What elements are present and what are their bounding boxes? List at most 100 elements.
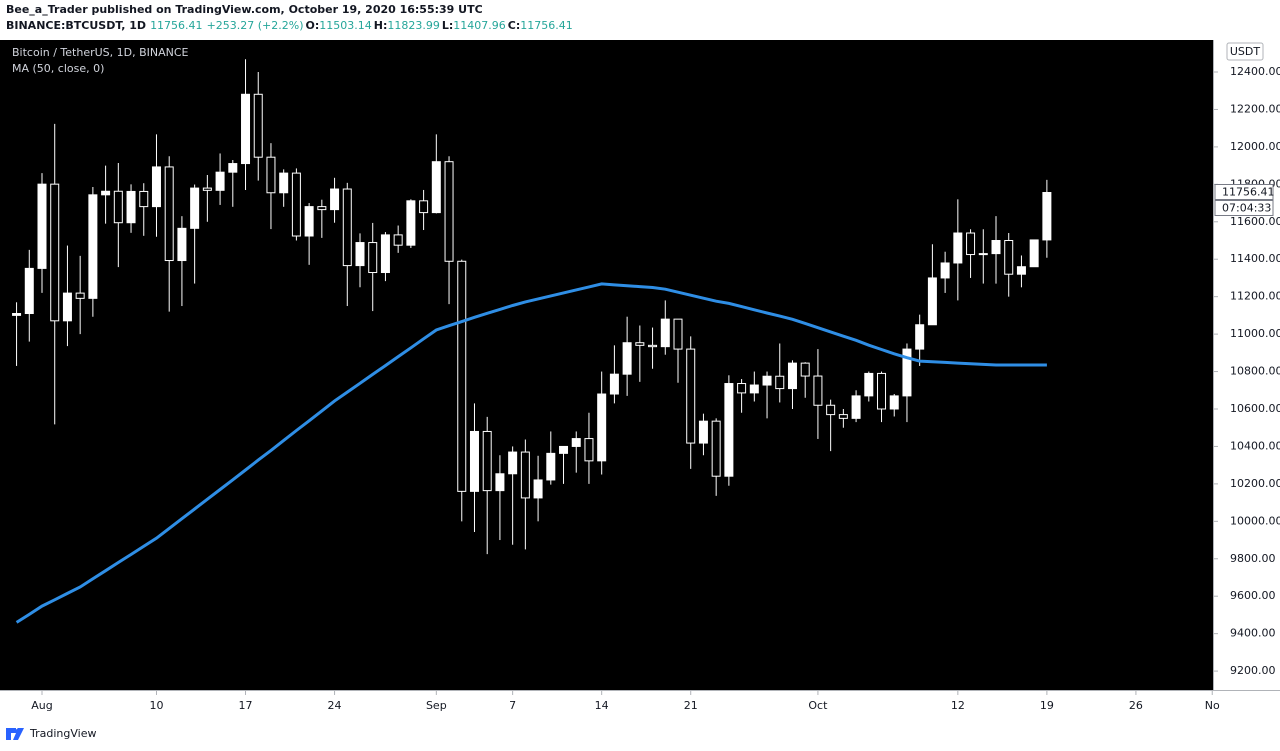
publisher: Bee_a_Trader published on TradingView.co… <box>6 3 483 16</box>
candle-body <box>190 187 200 229</box>
candle-body <box>228 163 238 173</box>
ohlc-value: 11756.41 <box>520 19 573 32</box>
candle-body <box>927 277 937 326</box>
symbol-line: BINANCE:BTCUSDT, 1D 11756.41 +253.27 (+2.2… <box>6 19 573 32</box>
candle-body <box>877 372 887 410</box>
y-tick-label: 9600.00 <box>1230 589 1276 602</box>
candle-body <box>597 393 607 462</box>
candle-body <box>330 188 340 211</box>
candle-body <box>368 242 378 274</box>
candle-body <box>800 362 810 377</box>
candle-body <box>635 342 645 346</box>
candle-body <box>495 473 505 492</box>
candle-body <box>724 383 734 477</box>
candle-body <box>915 324 925 350</box>
y-tick-label: 10000.00 <box>1230 514 1280 527</box>
ohlc-label: O: <box>306 19 320 32</box>
candle-body <box>126 190 136 224</box>
x-tick-label: 14 <box>595 699 609 712</box>
y-tick-label: 11600.00 <box>1230 215 1280 228</box>
countdown: 07:04:33 <box>1222 202 1271 215</box>
candle-body <box>571 438 581 447</box>
y-tick-label: 12400.00 <box>1230 65 1280 78</box>
x-tick-label: 17 <box>239 699 253 712</box>
ohlc-value: 11823.99 <box>387 19 440 32</box>
candle-body <box>622 342 632 375</box>
candle-body <box>584 438 594 462</box>
x-tick-label: No <box>1205 699 1220 712</box>
candle-body <box>559 445 569 454</box>
candle-body <box>202 187 212 191</box>
x-tick-label: 24 <box>328 699 342 712</box>
candle-body <box>660 318 670 348</box>
currency: USDT <box>1230 45 1261 58</box>
candle-body <box>215 171 225 191</box>
candle-body <box>978 253 988 256</box>
candle-body <box>698 420 708 444</box>
y-tick-label: 11400.00 <box>1230 252 1280 265</box>
candle-body <box>648 344 658 348</box>
ohlc-value: 11503.14 <box>319 19 372 32</box>
candle-body <box>469 430 479 492</box>
candle-body <box>406 200 416 246</box>
chart-title: Bitcoin / TetherUS, 1D, BINANCE <box>12 46 189 59</box>
candle-body <box>164 166 174 262</box>
candle-body <box>1016 266 1026 275</box>
candle-body <box>444 161 454 262</box>
candle-body <box>279 172 289 194</box>
brand-logo <box>6 728 24 740</box>
candle-body <box>533 479 543 499</box>
candle-body <box>139 190 149 208</box>
candle-body <box>609 373 619 395</box>
ohlc-value: 11407.96 <box>453 19 506 32</box>
candle-body <box>1042 192 1052 241</box>
countdown-box <box>1214 200 1274 217</box>
candle-body <box>1029 239 1039 268</box>
candle-body <box>355 242 365 267</box>
x-tick-label: 12 <box>951 699 965 712</box>
candle-body <box>101 190 111 196</box>
x-tick-label: 10 <box>149 699 163 712</box>
candle-body <box>737 383 747 394</box>
candle-body <box>75 292 85 299</box>
candle-body <box>508 451 518 475</box>
currency-box[interactable] <box>1226 42 1264 61</box>
candle-body <box>24 267 34 315</box>
y-tick-label: 9800.00 <box>1230 552 1276 565</box>
y-tick-label: 10200.00 <box>1230 477 1280 490</box>
candle-body <box>991 240 1001 255</box>
candle-body <box>851 395 861 419</box>
candle-body <box>241 93 251 165</box>
x-tick-label: 26 <box>1129 699 1143 712</box>
x-tick-label: 7 <box>509 699 516 712</box>
y-tick-label: 9400.00 <box>1230 627 1276 640</box>
candle-body <box>966 232 976 256</box>
y-tick-label: 11200.00 <box>1230 290 1280 303</box>
candle-body <box>291 172 301 237</box>
last-close: 11756.41 <box>150 19 203 32</box>
y-tick-label: 12200.00 <box>1230 102 1280 115</box>
candle-body <box>151 166 161 208</box>
ohlc-label: L: <box>442 19 453 32</box>
candle-body <box>1004 240 1014 275</box>
x-tick-label: Oct <box>808 699 828 712</box>
candle-body <box>838 414 848 419</box>
candle-body <box>826 404 836 416</box>
x-tick-label: 21 <box>684 699 698 712</box>
candle-body <box>253 93 263 158</box>
last-price-box <box>1214 184 1274 201</box>
candle-body <box>177 227 187 262</box>
candle-body <box>953 232 963 264</box>
ohlc-label: H: <box>374 19 388 32</box>
y-tick-label: 10400.00 <box>1230 439 1280 452</box>
candle-body <box>393 234 403 246</box>
candle-body <box>775 375 785 390</box>
candle-body <box>889 395 899 410</box>
candle-body <box>902 348 912 397</box>
candle-body <box>342 188 352 267</box>
candle-body <box>88 194 98 299</box>
candle-body <box>12 313 22 316</box>
y-tick-label: 9200.00 <box>1230 664 1276 677</box>
candle-body <box>62 292 72 322</box>
